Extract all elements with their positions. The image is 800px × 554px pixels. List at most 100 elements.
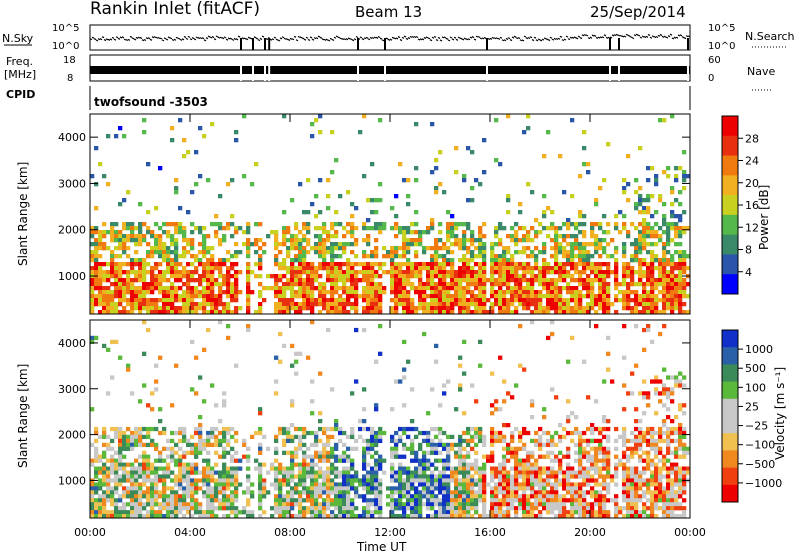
data-cell	[674, 278, 679, 283]
data-cell	[302, 434, 307, 440]
nsky-sample	[507, 37, 511, 40]
data-cell	[578, 430, 583, 436]
data-cell	[558, 266, 563, 271]
data-cell	[154, 302, 159, 307]
data-cell	[678, 286, 683, 291]
data-cell	[302, 254, 307, 259]
data-cell	[634, 310, 639, 315]
data-cell	[626, 270, 631, 275]
data-cell	[410, 494, 415, 499]
data-cell	[514, 282, 519, 287]
data-cell	[578, 506, 583, 511]
data-cell	[498, 407, 503, 412]
data-cell	[118, 426, 123, 432]
data-cell	[218, 498, 223, 503]
data-cell	[646, 222, 651, 227]
data-cell	[442, 494, 447, 499]
nsky-sample	[133, 38, 137, 41]
data-cell	[286, 450, 291, 455]
data-cell	[474, 262, 479, 267]
nsky-sample	[323, 38, 327, 41]
data-cell	[666, 302, 671, 307]
data-cell	[214, 514, 219, 519]
data-cell	[370, 270, 375, 275]
data-cell	[130, 434, 135, 440]
data-cell	[542, 258, 547, 263]
data-cell	[530, 302, 535, 307]
data-cell	[374, 498, 379, 503]
data-cell	[354, 282, 359, 287]
data-cell	[310, 266, 315, 271]
data-cell	[490, 294, 495, 299]
data-cell	[386, 494, 391, 499]
nsky-sample	[451, 38, 455, 41]
colorbar-swatch	[722, 274, 738, 295]
data-cell	[546, 502, 551, 507]
data-cell	[534, 494, 539, 499]
data-cell	[314, 246, 319, 251]
data-cell	[102, 230, 107, 235]
data-cell	[386, 250, 391, 255]
data-cell	[114, 482, 119, 487]
nsky-sample	[473, 38, 477, 41]
data-cell	[218, 274, 223, 279]
data-cell	[522, 262, 527, 267]
data-cell	[506, 278, 511, 283]
nsky-sample	[191, 37, 195, 40]
data-cell	[434, 290, 439, 295]
data-cell	[170, 458, 175, 463]
data-cell	[394, 306, 399, 311]
data-cell	[574, 450, 579, 455]
data-cell	[162, 274, 167, 279]
data-cell	[166, 462, 171, 467]
data-cell	[594, 302, 599, 307]
data-cell	[382, 226, 387, 231]
data-cell	[126, 238, 131, 243]
data-cell	[306, 270, 311, 275]
data-cell	[566, 482, 571, 487]
data-cell	[574, 302, 579, 307]
data-cell	[210, 466, 215, 471]
data-cell	[198, 514, 203, 519]
data-cell	[290, 474, 295, 479]
data-cell	[210, 514, 215, 519]
nsky-sample	[461, 38, 465, 41]
data-cell	[142, 262, 147, 267]
data-cell	[174, 266, 179, 271]
data-cell	[206, 474, 211, 479]
nsky-sample	[463, 37, 467, 40]
data-cell	[606, 230, 611, 235]
data-cell	[530, 250, 535, 255]
data-cell	[318, 246, 323, 251]
data-cell	[214, 266, 219, 271]
data-cell	[502, 486, 507, 491]
data-cell	[678, 166, 683, 171]
data-cell	[106, 514, 111, 519]
data-cell	[370, 514, 375, 519]
data-cell	[658, 198, 663, 203]
data-cell	[554, 310, 559, 315]
data-cell	[130, 498, 135, 503]
data-cell	[522, 270, 527, 275]
data-cell	[282, 502, 287, 507]
data-cell	[542, 486, 547, 491]
data-cell	[470, 438, 475, 444]
data-cell	[454, 478, 459, 483]
data-cell	[470, 258, 475, 263]
data-cell	[498, 434, 503, 440]
data-cell	[670, 210, 675, 215]
data-cell	[326, 478, 331, 483]
data-cell	[114, 238, 119, 243]
data-cell	[118, 274, 123, 279]
data-cell	[162, 294, 167, 299]
data-cell	[218, 430, 223, 436]
data-cell	[282, 290, 287, 295]
colorbar-swatch	[722, 214, 738, 235]
data-cell	[638, 202, 643, 207]
data-cell	[434, 254, 439, 259]
data-cell	[98, 514, 103, 519]
data-cell	[482, 466, 487, 471]
data-cell	[402, 490, 407, 495]
data-cell	[90, 250, 95, 255]
data-cell	[482, 502, 487, 507]
